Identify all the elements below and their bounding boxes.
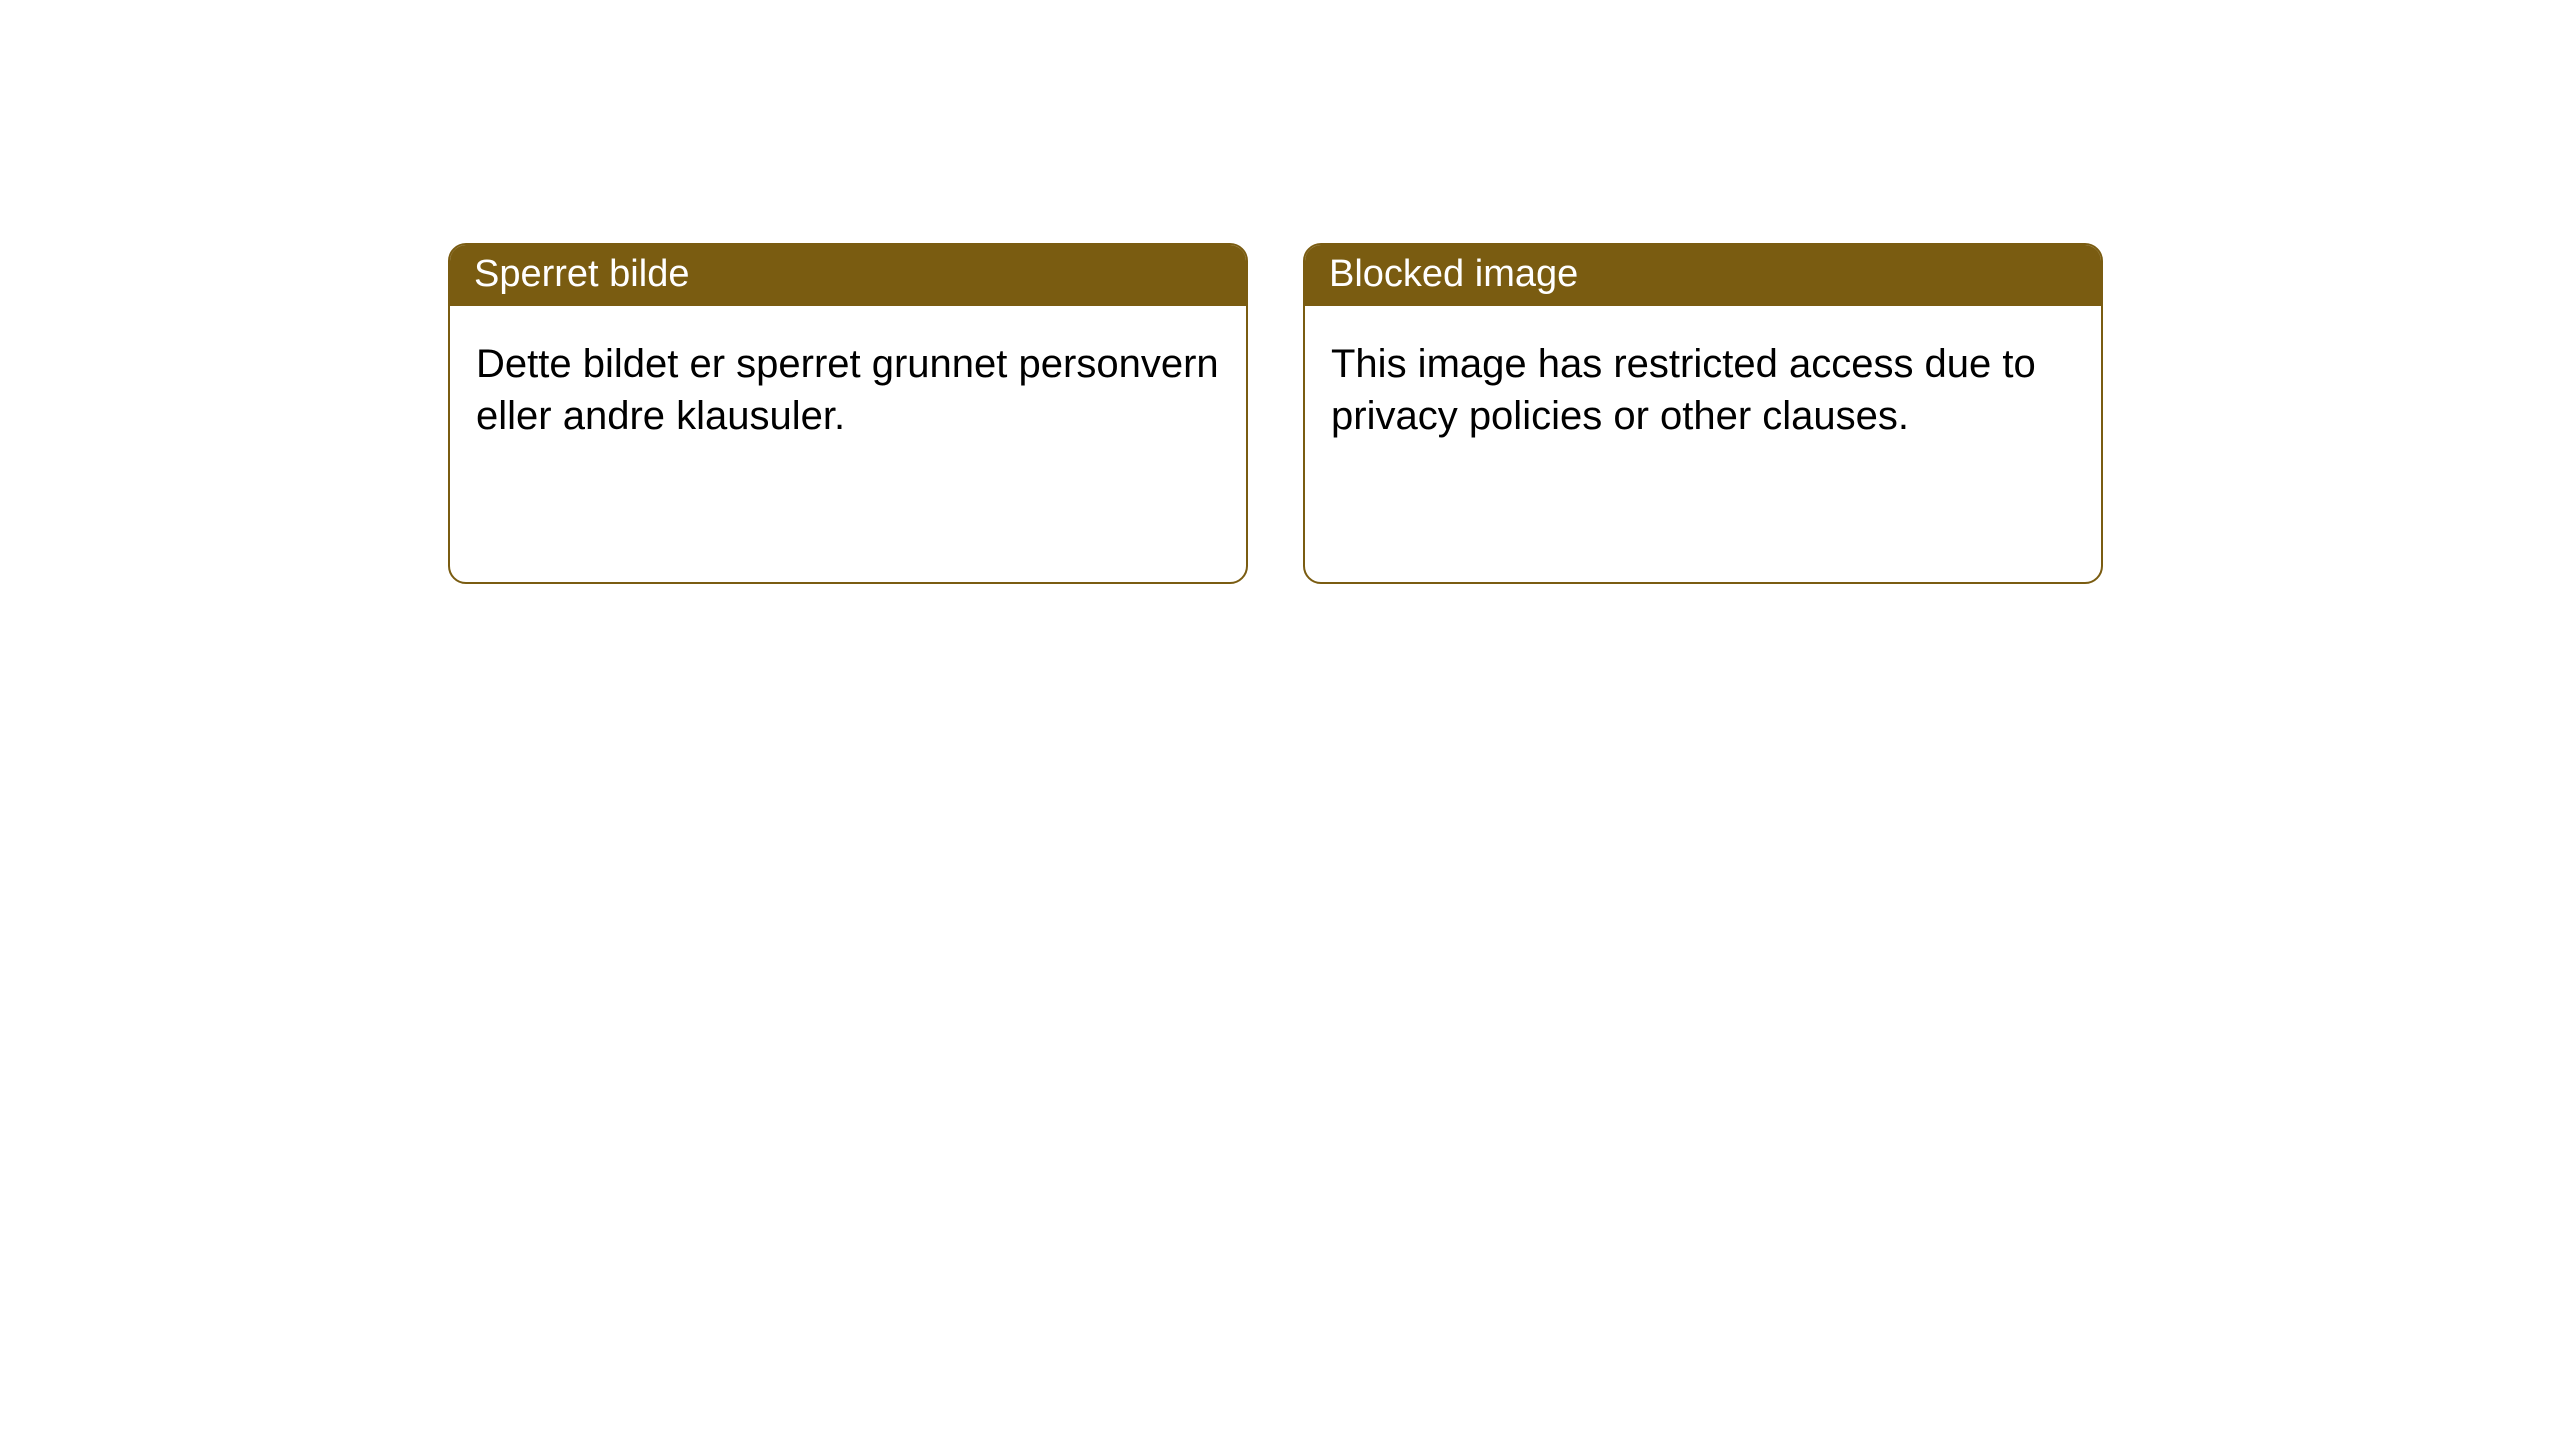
notice-container: Sperret bilde Dette bildet er sperret gr… <box>0 0 2560 584</box>
notice-card-body: This image has restricted access due to … <box>1305 306 2101 582</box>
notice-card-english: Blocked image This image has restricted … <box>1303 243 2103 584</box>
notice-card-body: Dette bildet er sperret grunnet personve… <box>450 306 1246 582</box>
notice-card-title: Sperret bilde <box>450 245 1246 306</box>
notice-card-norwegian: Sperret bilde Dette bildet er sperret gr… <box>448 243 1248 584</box>
notice-card-title: Blocked image <box>1305 245 2101 306</box>
